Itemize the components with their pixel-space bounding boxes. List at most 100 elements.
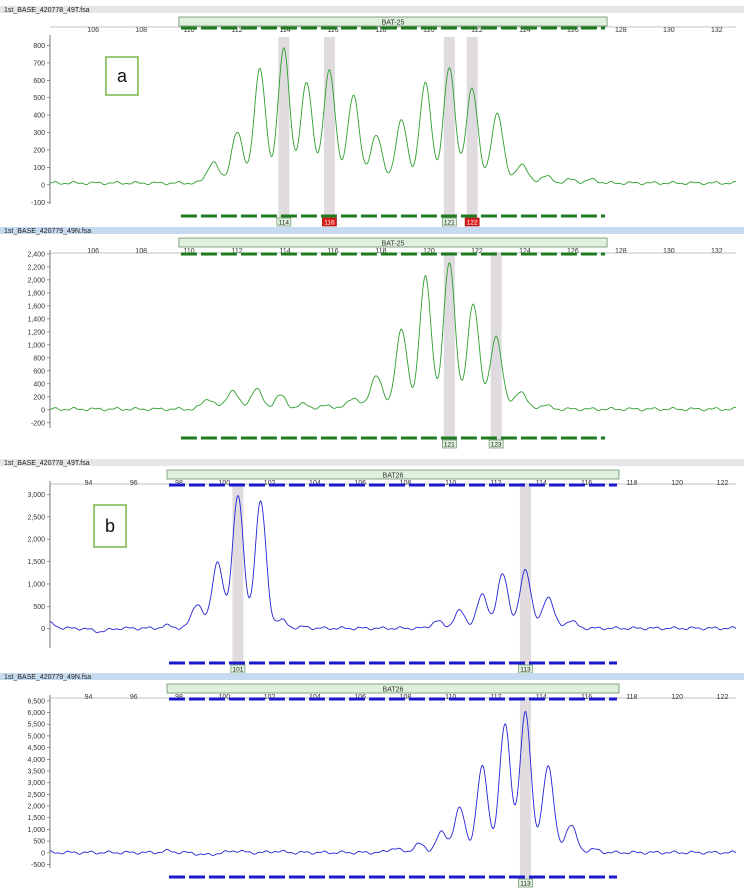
- allele-label: 122: [467, 220, 478, 227]
- y-tick-label: 300: [33, 130, 45, 137]
- x-tick-label: 120: [671, 694, 683, 701]
- allele-label-box[interactable]: [464, 217, 480, 227]
- x-tick-label: 108: [135, 27, 147, 34]
- y-tick-label: 6,000: [27, 710, 45, 717]
- allele-label-box[interactable]: [322, 217, 337, 227]
- allele-highlight-band: [490, 252, 502, 448]
- x-tick-label: 114: [279, 248, 290, 255]
- y-tick-label: 200: [33, 394, 45, 401]
- file-title-bar: [0, 673, 744, 680]
- marker-name-bar-bat26[interactable]: [166, 683, 620, 694]
- y-tick-label: 5,000: [27, 733, 45, 740]
- y-tick-label: 1,500: [27, 559, 45, 566]
- file-title-bar: [0, 6, 744, 13]
- allele-label-box[interactable]: [518, 878, 533, 888]
- y-tick-label: 0: [41, 626, 45, 633]
- x-tick-label: 106: [87, 248, 99, 255]
- x-tick-label: 120: [423, 248, 435, 255]
- file-title-bar: [0, 227, 744, 234]
- x-tick-label: 124: [519, 27, 531, 34]
- x-tick-label: 112: [232, 248, 243, 255]
- marker-name-bar-bat-25[interactable]: [178, 237, 608, 248]
- allele-label: 113: [520, 881, 531, 888]
- y-tick-label: 4,500: [27, 745, 45, 752]
- allele-label-box[interactable]: [442, 439, 457, 449]
- y-tick-label: 3,000: [27, 780, 45, 787]
- x-tick-label: 116: [581, 480, 592, 487]
- y-tick-label: 600: [33, 78, 45, 85]
- marker-name-bat26: BAT26: [383, 687, 404, 694]
- y-tick-label: 100: [33, 165, 45, 172]
- x-tick-label: 96: [130, 480, 138, 487]
- y-tick-label: 2,000: [27, 277, 45, 284]
- y-tick-label: 200: [33, 147, 45, 154]
- allele-label: 114: [279, 220, 290, 227]
- y-tick-label: 2,400: [27, 251, 45, 258]
- x-tick-label: 126: [567, 27, 579, 34]
- x-tick-label: 96: [130, 694, 138, 701]
- y-tick-label: 1,500: [27, 815, 45, 822]
- y-tick-label: 500: [33, 839, 45, 846]
- panel-2: 1st_BASE_420779_49N.fsa BAT-25 106 108 110 11…: [0, 227, 744, 449]
- x-tick-label: 122: [717, 694, 729, 701]
- y-tick-label: 0: [41, 850, 45, 857]
- panel-3: 1st_BASE_420778_49T.fsaBAT26949698100102…: [0, 459, 744, 674]
- x-tick-label: 112: [232, 27, 243, 34]
- y-tick-label: 1,000: [27, 581, 45, 588]
- y-tick-label: 2,500: [27, 514, 45, 521]
- panel-1: 1st_BASE_420778_49T.fsa BAT-25 106 108 110 11…: [0, 6, 744, 227]
- marker-name-bat26: BAT26: [383, 473, 404, 480]
- file-title: 1st_BASE_420779_49N.fsa: [4, 228, 91, 235]
- x-tick-label: 120: [423, 27, 435, 34]
- x-tick-label: 132: [711, 27, 723, 34]
- x-tick-label: 118: [626, 694, 637, 701]
- y-tick-label: 800: [33, 355, 45, 362]
- allele-highlight-band: [443, 252, 455, 448]
- x-tick-label: 122: [717, 480, 729, 487]
- y-tick-label: 3,500: [27, 768, 45, 775]
- y-tick-label: 5,500: [27, 722, 45, 729]
- signal-trace-bat-25: [49, 262, 737, 412]
- allele-label-box[interactable]: [442, 217, 457, 227]
- x-tick-label: 94: [85, 694, 93, 701]
- file-title-bar: [0, 459, 744, 466]
- signal-trace-bat26: [49, 495, 737, 633]
- marker-name-bar-bat26[interactable]: [166, 469, 620, 480]
- x-tick-label: 116: [327, 27, 338, 34]
- y-tick-label: 4,000: [27, 757, 45, 764]
- x-tick-label: 108: [400, 480, 412, 487]
- panel-4: 1st_BASE_420779_49N.fsaBAT26949698100102…: [0, 673, 744, 888]
- allele-label: 113: [520, 667, 531, 674]
- y-tick-label: 2,000: [27, 537, 45, 544]
- allele-highlight-band: [519, 697, 531, 887]
- x-tick-label: 106: [87, 27, 99, 34]
- x-tick-label: 126: [567, 248, 579, 255]
- x-tick-label: 108: [135, 248, 147, 255]
- signal-trace-bat26: [49, 710, 737, 856]
- panel-label-box: [105, 56, 139, 96]
- x-tick-label: 130: [663, 248, 675, 255]
- x-tick-label: 128: [615, 27, 627, 34]
- y-tick-label: 1,600: [27, 303, 45, 310]
- y-tick-label: 1,000: [27, 342, 45, 349]
- y-tick-label: 6,500: [27, 698, 45, 705]
- allele-label-box[interactable]: [276, 217, 292, 227]
- allele-label: 123: [491, 442, 502, 449]
- marker-name-bat-25: BAT-25: [382, 241, 405, 248]
- x-tick-label: 122: [471, 248, 483, 255]
- x-tick-label: 94: [85, 480, 93, 487]
- allele-label: 116: [324, 220, 335, 227]
- file-title: 1st_BASE_420779_49N.fsa: [4, 674, 91, 681]
- x-tick-label: 116: [327, 248, 338, 255]
- allele-label-box[interactable]: [488, 439, 504, 449]
- allele-highlight-band: [443, 37, 455, 226]
- allele-label: 121: [444, 220, 455, 227]
- y-tick-label: 1,400: [27, 316, 45, 323]
- y-tick-label: 2,000: [27, 804, 45, 811]
- x-tick-label: 130: [663, 27, 675, 34]
- allele-highlight-band: [323, 37, 335, 226]
- y-tick-label: 0: [41, 182, 45, 189]
- y-tick-label: 3,000: [27, 492, 45, 499]
- panel-label-box: [93, 504, 127, 548]
- marker-name-bar-bat-25[interactable]: [178, 16, 608, 27]
